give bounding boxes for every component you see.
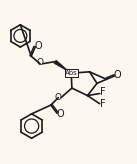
- Text: F: F: [100, 99, 106, 109]
- Text: O: O: [35, 41, 42, 51]
- Text: F: F: [100, 87, 106, 97]
- Text: Abs: Abs: [65, 70, 78, 76]
- Text: O: O: [114, 70, 121, 80]
- Text: O: O: [37, 58, 44, 67]
- Polygon shape: [54, 60, 71, 73]
- Text: O: O: [57, 109, 64, 119]
- Text: O: O: [55, 93, 62, 102]
- FancyBboxPatch shape: [65, 69, 78, 77]
